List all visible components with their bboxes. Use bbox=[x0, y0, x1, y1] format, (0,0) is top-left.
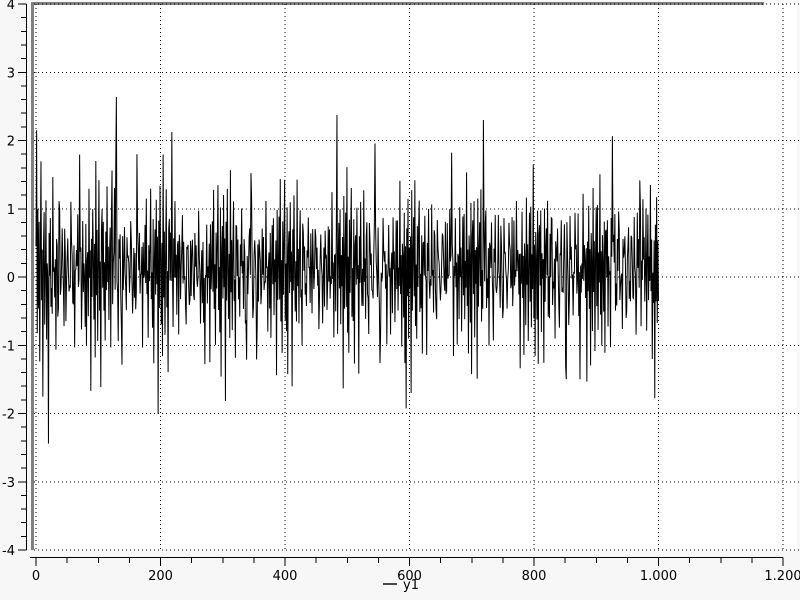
y-tick-label: 1 bbox=[7, 203, 15, 218]
y-tick-label: -4 bbox=[2, 544, 15, 559]
y-tick-label: 2 bbox=[7, 135, 15, 150]
y-tick-label: -3 bbox=[2, 476, 15, 491]
legend[interactable]: y1 bbox=[383, 578, 419, 593]
x-tick-label: 200 bbox=[148, 569, 173, 584]
series-y1-path bbox=[35, 96, 659, 444]
x-tick-label: 1.000 bbox=[640, 569, 677, 584]
x-tick-label: 600 bbox=[397, 569, 422, 584]
y-tick-labels: -4 -3 -2 -1 0 1 2 3 4 bbox=[2, 0, 15, 559]
x-tick-labels: 0 200 400 600 800 1.000 1.200 bbox=[32, 569, 800, 584]
y-tick-label: 0 bbox=[7, 271, 15, 286]
plot-frame-left bbox=[31, 2, 34, 550]
x-tick-label: 400 bbox=[273, 569, 298, 584]
y-tick-label: -1 bbox=[2, 339, 15, 354]
legend-label: y1 bbox=[403, 578, 419, 593]
axis-lines-and-ticks bbox=[18, 3, 784, 566]
y-tick-label: -2 bbox=[2, 408, 15, 423]
y-tick-label: 3 bbox=[7, 66, 15, 81]
x-tick-label: 800 bbox=[522, 569, 547, 584]
y-tick-label: 4 bbox=[7, 0, 15, 13]
x-tick-label: 0 bbox=[32, 569, 40, 584]
x-tick-label: 1.200 bbox=[764, 569, 800, 584]
